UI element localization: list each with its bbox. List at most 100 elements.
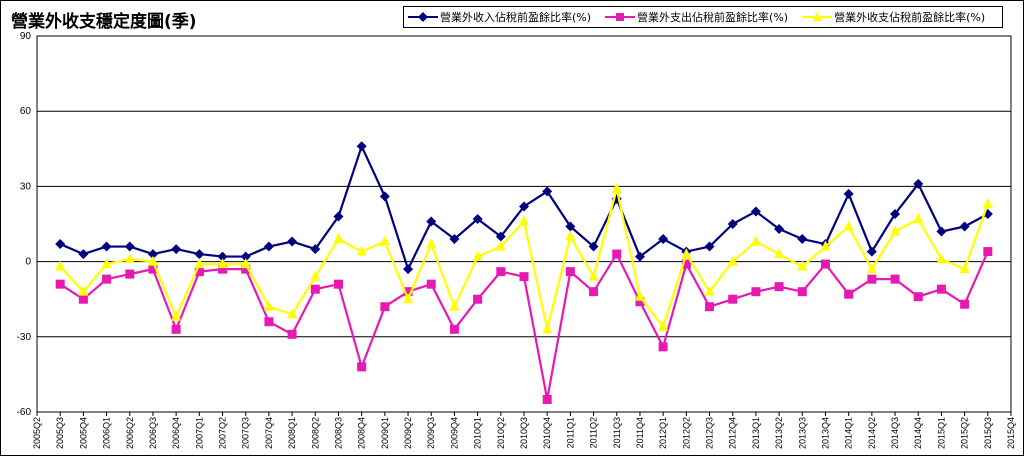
x-tick-label: 2013Q3 xyxy=(797,417,807,449)
x-tick-label: 2012Q3 xyxy=(705,417,715,449)
data-point xyxy=(217,258,228,269)
x-tick-label: 2006Q1 xyxy=(102,417,112,449)
x-tick-label: 2009Q2 xyxy=(403,417,413,449)
data-point xyxy=(403,287,413,297)
data-point xyxy=(310,270,321,281)
legend-swatch-expense xyxy=(605,13,636,21)
data-point xyxy=(78,285,89,296)
data-point xyxy=(797,234,808,245)
data-point xyxy=(356,245,367,256)
data-point xyxy=(519,272,529,282)
legend-label-expense: 營業外支出佔稅前盈餘比率(%) xyxy=(637,11,789,24)
data-point xyxy=(983,247,993,257)
series-layer xyxy=(55,141,993,404)
data-point xyxy=(890,208,901,219)
data-point xyxy=(704,241,715,252)
data-point xyxy=(565,267,575,277)
data-point xyxy=(240,251,251,262)
x-tick-label: 2007Q2 xyxy=(218,417,228,449)
data-point xyxy=(681,259,691,269)
x-tick-label: 2009Q1 xyxy=(380,417,390,449)
data-point xyxy=(264,317,274,327)
y-tick-label: 30 xyxy=(20,181,32,192)
data-point xyxy=(240,258,251,269)
x-tick-label: 2012Q2 xyxy=(681,417,691,449)
x-tick-label: 2008Q1 xyxy=(287,417,297,449)
data-point xyxy=(750,206,761,217)
x-tick-label: 2013Q4 xyxy=(820,417,830,449)
data-point xyxy=(426,279,436,289)
data-point xyxy=(147,255,158,266)
data-point xyxy=(403,293,414,304)
series-2 xyxy=(55,182,993,334)
data-point xyxy=(913,178,924,189)
data-point xyxy=(495,231,506,242)
x-tick-label: 2011Q2 xyxy=(589,417,599,448)
legend-swatch-net xyxy=(802,12,833,21)
x-tick-label: 2006Q4 xyxy=(171,417,181,449)
data-point xyxy=(890,225,901,236)
data-point xyxy=(634,290,645,301)
y-tick-label: 0 xyxy=(25,257,31,268)
data-point xyxy=(403,264,414,275)
data-point xyxy=(936,226,947,237)
data-point xyxy=(867,274,877,284)
legend-item-net: 營業外收支佔稅前盈餘比率(%) xyxy=(802,9,985,25)
data-point xyxy=(287,329,297,339)
x-tick-label: 2012Q4 xyxy=(728,417,738,449)
x-tick-label: 2013Q2 xyxy=(774,417,784,449)
data-point xyxy=(310,284,320,294)
data-point xyxy=(171,244,182,255)
data-point xyxy=(55,260,66,271)
data-point xyxy=(982,197,993,208)
data-point xyxy=(472,213,483,224)
data-point xyxy=(658,342,668,352)
data-point xyxy=(658,320,669,331)
data-point xyxy=(936,253,947,264)
data-point xyxy=(426,216,437,227)
data-point xyxy=(171,324,181,334)
data-point xyxy=(519,215,529,226)
legend: 營業外收入佔稅前盈餘比率(%) 營業外支出佔稅前盈餘比率(%) 營業外收支佔稅前… xyxy=(403,6,1003,28)
data-point xyxy=(496,267,506,277)
grid-layer xyxy=(37,35,1011,338)
data-point xyxy=(913,212,924,223)
data-point xyxy=(913,292,923,302)
data-point xyxy=(959,221,970,232)
data-point xyxy=(147,249,158,260)
x-tick-label: 2009Q4 xyxy=(449,417,459,449)
data-point xyxy=(565,230,576,241)
data-point xyxy=(727,255,738,266)
data-point xyxy=(774,282,784,292)
x-tick-label: 2008Q2 xyxy=(310,417,320,449)
data-point xyxy=(78,249,89,260)
x-tick-label: 2010Q1 xyxy=(473,417,483,449)
x-tick-label: 2015Q3 xyxy=(983,417,993,449)
data-point xyxy=(125,269,135,279)
data-point xyxy=(844,289,854,299)
x-tick-label: 2005Q4 xyxy=(78,417,88,449)
x-tick-label: 2010Q4 xyxy=(542,417,552,449)
data-point xyxy=(124,241,135,252)
data-point xyxy=(472,250,483,261)
data-point xyxy=(333,233,344,244)
x-tick-label: 2005Q2 xyxy=(32,417,42,449)
data-point xyxy=(101,258,112,269)
data-point xyxy=(588,270,599,281)
data-point xyxy=(171,310,182,321)
x-tick-label: 2008Q3 xyxy=(333,417,343,449)
data-point xyxy=(241,264,251,274)
data-point xyxy=(449,300,460,311)
series-1 xyxy=(55,247,993,404)
data-point xyxy=(774,224,785,235)
data-point xyxy=(473,294,483,304)
data-point xyxy=(102,274,112,284)
data-point xyxy=(890,274,900,284)
data-point xyxy=(542,323,553,334)
data-point xyxy=(379,235,390,246)
data-point xyxy=(705,302,715,312)
data-point xyxy=(843,220,854,231)
data-point xyxy=(55,279,65,289)
